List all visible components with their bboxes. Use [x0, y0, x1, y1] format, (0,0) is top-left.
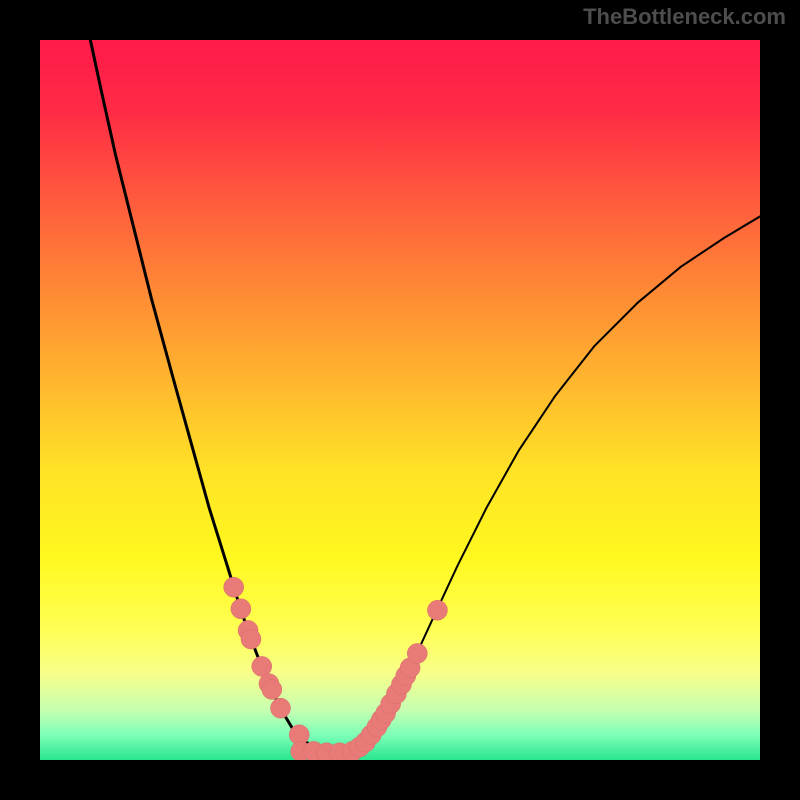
data-marker [224, 577, 244, 597]
data-marker [427, 600, 447, 620]
outer-frame: TheBottleneck.com [0, 0, 800, 800]
chart-background [40, 40, 760, 760]
plot-area [40, 40, 760, 760]
data-marker [407, 643, 427, 663]
data-marker [231, 599, 251, 619]
data-marker [241, 629, 261, 649]
data-marker [252, 656, 272, 676]
chart-svg [40, 40, 760, 760]
data-marker [270, 698, 290, 718]
watermark-text: TheBottleneck.com [583, 4, 786, 30]
data-marker [262, 679, 282, 699]
